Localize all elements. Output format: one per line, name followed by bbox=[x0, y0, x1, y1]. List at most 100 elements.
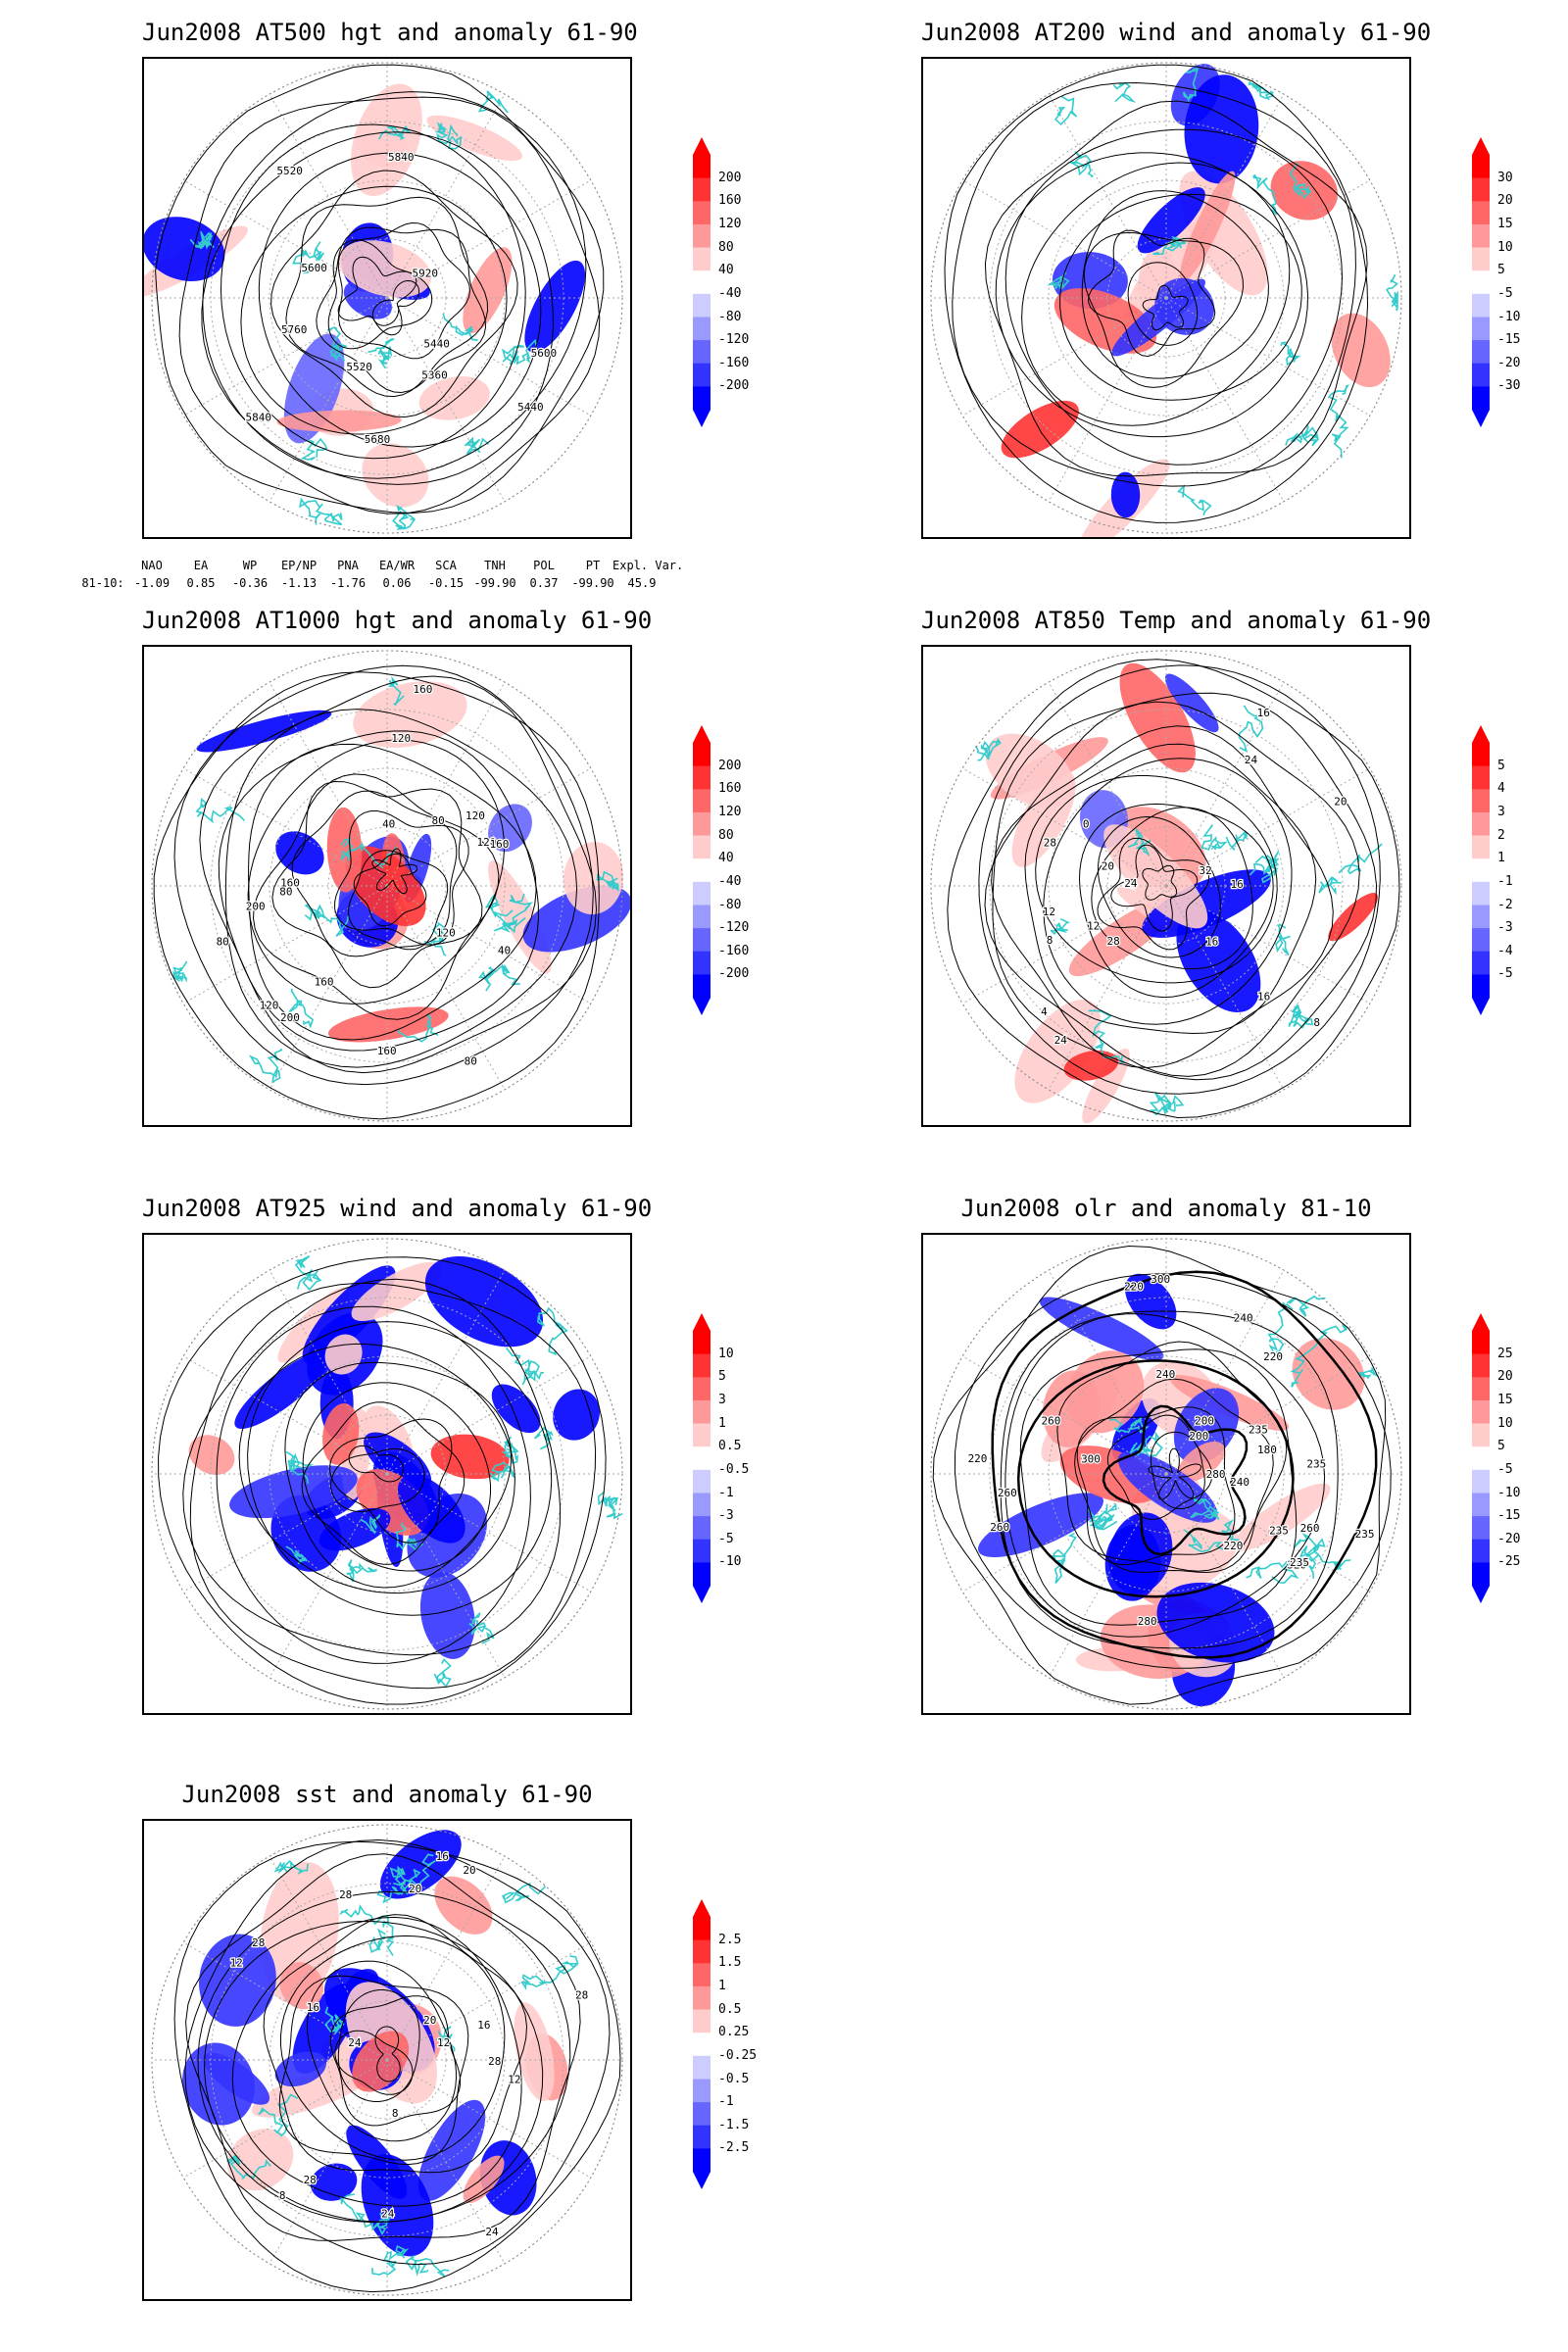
contour-label: 20 bbox=[1334, 796, 1347, 808]
coastline bbox=[340, 2193, 391, 2235]
contour-label: 12 bbox=[508, 2073, 520, 2085]
coastline bbox=[537, 1306, 568, 1356]
panel-title: Jun2008 sst and anomaly 61-90 bbox=[181, 1781, 593, 1808]
colorbar-swatch bbox=[693, 1562, 710, 1587]
contour-line bbox=[1074, 1378, 1274, 1574]
contour-label: 120 bbox=[476, 836, 496, 849]
indices-header-row: NAO EA WP EP/NP PNA EA/WR SCA TNH POL PT Expl. Var… bbox=[74, 557, 760, 574]
positive-anomaly-region bbox=[430, 1434, 510, 1480]
contour-label: 80 bbox=[465, 1055, 477, 1068]
index-value: -99.90 bbox=[571, 576, 614, 590]
contour-line bbox=[173, 664, 594, 1086]
colorbar-swatch bbox=[693, 1331, 710, 1355]
negative-anomaly-region bbox=[196, 710, 332, 753]
coastline bbox=[172, 960, 188, 983]
contour-label: 120 bbox=[260, 1000, 279, 1012]
positive-anomaly-region bbox=[463, 2155, 505, 2204]
positive-anomaly-region bbox=[350, 83, 422, 197]
streamline bbox=[330, 1447, 425, 1513]
contour-line bbox=[199, 675, 598, 1074]
map-frame: 5600 5520 5440 5360 5440 5520 5600 5680 5760 5840… bbox=[142, 57, 632, 539]
colorbar-tick-label: 1 bbox=[718, 1978, 726, 1993]
colorbar-swatch bbox=[1472, 1423, 1490, 1447]
index-value: 0.06 bbox=[382, 576, 412, 590]
colorbar-bottom-arrow bbox=[693, 410, 710, 427]
colorbar-bottom-arrow bbox=[1472, 1586, 1490, 1603]
colorbar-tick-label: 200 bbox=[718, 170, 742, 185]
contour-label: 12 bbox=[230, 1957, 243, 1970]
colorbar-tick-label: -1.5 bbox=[718, 2117, 750, 2132]
index-header: SCA bbox=[435, 559, 457, 572]
contour-line bbox=[984, 701, 1360, 1077]
colorbar-swatch bbox=[1472, 789, 1490, 813]
negative-anomaly-region bbox=[491, 1384, 541, 1434]
index-value: -1.13 bbox=[280, 576, 318, 590]
colorbar-tick-label: 120 bbox=[718, 216, 742, 231]
coastline bbox=[288, 988, 315, 1029]
colorbar-swatch bbox=[693, 363, 710, 387]
contour-line bbox=[291, 790, 458, 957]
colorbar-tick-label: -0.5 bbox=[718, 2071, 750, 2086]
colorbar-tick-label: -15 bbox=[1497, 1508, 1521, 1524]
coastline bbox=[1047, 271, 1070, 290]
colorbar-scale bbox=[1472, 137, 1490, 427]
index-value: -1.76 bbox=[329, 576, 367, 590]
coastline bbox=[395, 1522, 423, 1551]
index-row-label: 81-10: bbox=[81, 576, 124, 590]
streamline bbox=[182, 1278, 562, 1656]
colorbar-swatch bbox=[1472, 223, 1490, 248]
panel-title: Jun2008 AT925 wind and anomaly 61-90 bbox=[142, 1195, 653, 1222]
contour-line bbox=[185, 1853, 581, 2241]
contour-line bbox=[329, 1995, 462, 2127]
contour-label: 220 bbox=[968, 1452, 988, 1465]
contour-label: 8 bbox=[279, 2189, 286, 2202]
negative-anomaly-region bbox=[977, 1493, 1104, 1558]
coastline bbox=[378, 124, 411, 141]
streamline bbox=[952, 81, 1356, 487]
contour-label: 120 bbox=[436, 927, 456, 940]
streamline bbox=[284, 1361, 513, 1589]
colorbar-tick-label: 200 bbox=[718, 758, 742, 773]
colorbar-tick-label: 4 bbox=[1497, 781, 1505, 797]
index-header: WP bbox=[242, 559, 258, 572]
contour-label: 24 bbox=[1054, 1034, 1068, 1047]
panel-title: Jun2008 AT500 hgt and anomaly 61-90 bbox=[142, 19, 638, 46]
colorbar-swatch bbox=[693, 386, 710, 411]
colorbar: 25 20 15 10 5 -5 -10 -15 -20 -25 bbox=[1470, 1313, 1558, 1625]
colorbar-tick-label: 3 bbox=[1497, 804, 1505, 819]
contour-label: 160 bbox=[280, 876, 300, 889]
contour-line bbox=[153, 671, 600, 1120]
index-header: Expl. Var. bbox=[612, 559, 684, 572]
coastline bbox=[294, 1254, 322, 1292]
map-boundary bbox=[151, 1238, 623, 1710]
contour-line bbox=[992, 692, 1377, 1081]
contour-line bbox=[247, 739, 506, 1004]
contour-label: 24 bbox=[381, 2207, 395, 2220]
colorbar-swatch bbox=[1472, 1562, 1490, 1587]
streamline bbox=[329, 1418, 453, 1544]
contour-label: 24 bbox=[348, 2036, 362, 2049]
colorbar-swatch bbox=[693, 2055, 710, 2080]
colorbar-swatch bbox=[693, 881, 710, 906]
coastline bbox=[1357, 1367, 1380, 1380]
coastline bbox=[596, 870, 619, 892]
colorbar-swatch bbox=[1472, 974, 1490, 999]
coastline bbox=[1090, 1503, 1118, 1531]
colorbar-tick-label: 20 bbox=[1497, 1369, 1513, 1385]
colorbar-tick-label: -120 bbox=[718, 332, 750, 348]
contour-line bbox=[978, 664, 1381, 1095]
contour-label: 28 bbox=[575, 1988, 588, 2001]
contour-label: 220 bbox=[1223, 1540, 1243, 1552]
contour-line bbox=[173, 1840, 621, 2293]
colorbar: 2.5 1.5 1 0.5 0.25 -0.25 -0.5 -1 -1.5 -2.5 bbox=[691, 1899, 779, 2211]
positive-anomaly-region bbox=[1179, 171, 1236, 282]
colorbar-swatch bbox=[1472, 743, 1490, 767]
contour-label: 5840 bbox=[246, 412, 271, 424]
positive-anomaly-region bbox=[514, 2002, 555, 2102]
coastline bbox=[304, 904, 350, 937]
colorbar-swatch bbox=[693, 270, 710, 295]
contour-label: 235 bbox=[1249, 1423, 1268, 1436]
negative-anomaly-region bbox=[1164, 673, 1219, 733]
index-value: 45.9 bbox=[627, 576, 657, 590]
streamline bbox=[995, 152, 1308, 438]
